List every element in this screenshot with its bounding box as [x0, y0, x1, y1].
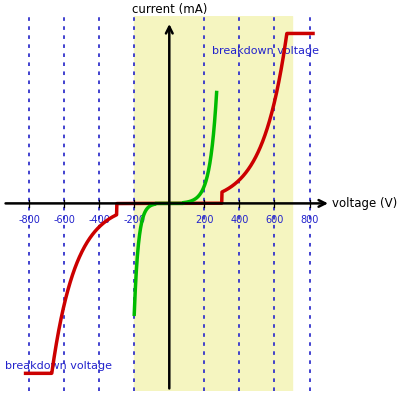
- Text: breakdown voltage: breakdown voltage: [212, 46, 319, 56]
- Text: -200: -200: [123, 215, 145, 225]
- Text: 600: 600: [265, 215, 284, 225]
- Text: -400: -400: [88, 215, 110, 225]
- Bar: [134, 15, 292, 391]
- Text: voltage (V): voltage (V): [332, 197, 397, 210]
- Text: 200: 200: [195, 215, 214, 225]
- Text: -800: -800: [18, 215, 40, 225]
- Text: breakdown voltage: breakdown voltage: [4, 361, 112, 371]
- Text: current (mA): current (mA): [132, 3, 207, 16]
- Text: -600: -600: [53, 215, 75, 225]
- Text: 400: 400: [230, 215, 248, 225]
- Text: 800: 800: [300, 215, 319, 225]
